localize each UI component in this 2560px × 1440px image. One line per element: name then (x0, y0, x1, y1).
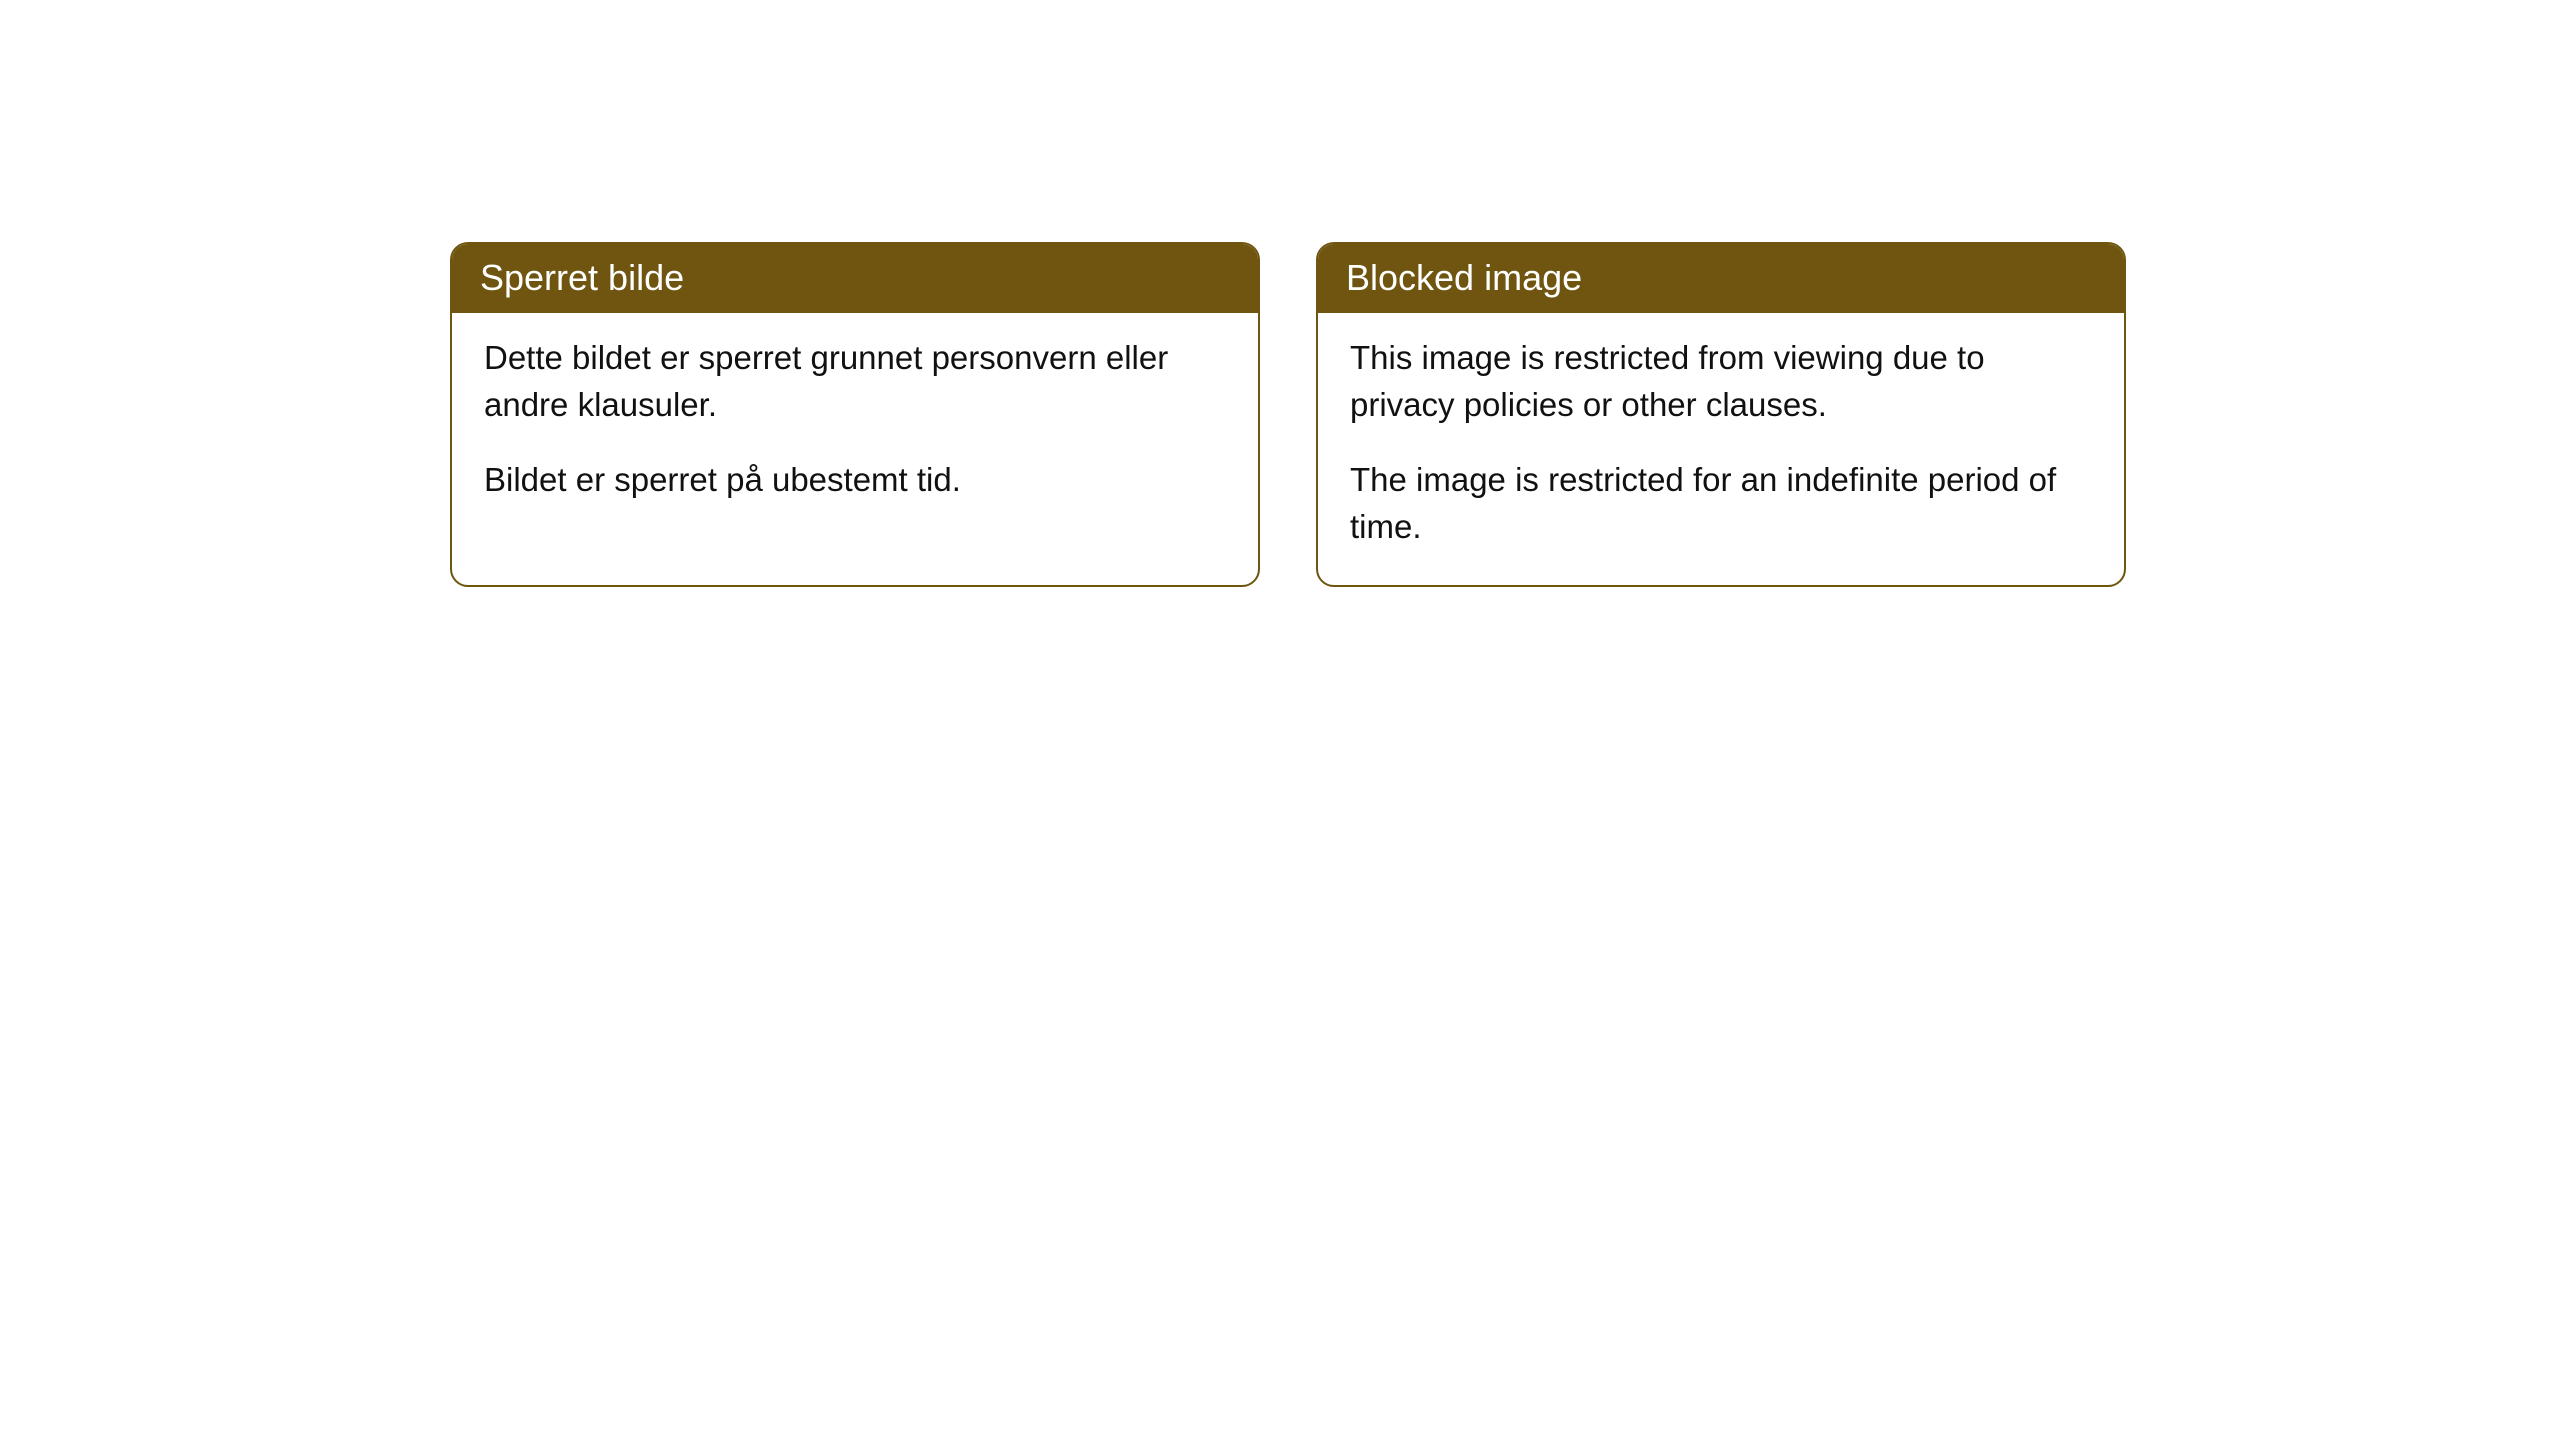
notice-card-english: Blocked image This image is restricted f… (1316, 242, 2126, 587)
card-body: Dette bildet er sperret grunnet personve… (452, 313, 1258, 538)
card-paragraph-1: Dette bildet er sperret grunnet personve… (484, 335, 1226, 429)
notice-cards-container: Sperret bilde Dette bildet er sperret gr… (450, 242, 2126, 587)
card-paragraph-1: This image is restricted from viewing du… (1350, 335, 2092, 429)
card-paragraph-2: Bildet er sperret på ubestemt tid. (484, 457, 1226, 504)
card-body: This image is restricted from viewing du… (1318, 313, 2124, 584)
notice-card-norwegian: Sperret bilde Dette bildet er sperret gr… (450, 242, 1260, 587)
card-paragraph-2: The image is restricted for an indefinit… (1350, 457, 2092, 551)
card-title: Sperret bilde (452, 244, 1258, 313)
card-title: Blocked image (1318, 244, 2124, 313)
